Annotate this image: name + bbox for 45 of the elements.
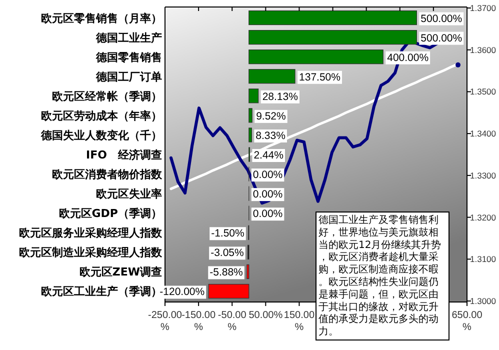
data-label: 0.00%	[252, 188, 283, 201]
y-tick-label: 欧元区劳动成本（年率）	[41, 109, 162, 122]
y-tick-label: 欧元区ZEW调查	[79, 266, 162, 279]
y-tick-label: IFO 经济调查	[86, 148, 162, 162]
data-label: 28.13%	[262, 90, 298, 103]
y-tick-label: 德国失业人数变化（千）	[40, 128, 162, 142]
y-tick-label: 欧元区制造业采购经理人指数	[19, 246, 163, 260]
y-tick-label: 欧元区失业率	[96, 188, 162, 201]
data-label: -3.05%	[210, 247, 244, 260]
data-label: 137.50%	[299, 71, 340, 84]
y-tick-label: 欧元区消费者物价指数	[52, 168, 163, 182]
x-tick-label: -50.00 %	[218, 310, 247, 333]
y-tick-label: 1.3200	[470, 212, 496, 222]
y-tick-label: 欧元区零售销售（月率）	[41, 12, 162, 25]
y-tick-label: 欧元区服务业采购经理人指数	[19, 226, 163, 240]
y-tick-label: 1.3600	[470, 44, 496, 55]
y-tick-label: 1.3100	[470, 254, 496, 264]
data-label: 500.00%	[420, 32, 462, 44]
y-tick-label: 1.3000	[470, 296, 496, 306]
y-tick-label: 德国零售销售	[95, 50, 162, 64]
x-tick-label: 150.00 %	[284, 310, 315, 333]
y-tick-label: 欧元区工业生产（季调）	[41, 285, 162, 298]
x-tick-label: -250.00 %	[148, 310, 182, 333]
y-tick-label: 欧元区GDP（季调）	[58, 207, 162, 220]
x-tick-label: 50.00%	[248, 310, 283, 321]
y-tick-label: 德国工业生产	[95, 31, 162, 44]
x-tick-label: -150.00 %	[182, 310, 216, 333]
data-label: 9.52%	[256, 110, 286, 122]
data-label: -120.00%	[160, 286, 205, 298]
y-tick-label: 1.3500	[470, 86, 496, 97]
y-tick-label: 欧元区经常帐（季调）	[52, 90, 162, 103]
y-tick-label: 德国工厂订单	[95, 70, 162, 84]
y-tick-label: 1.3400	[470, 128, 496, 139]
data-label: -5.88%	[210, 266, 243, 279]
annotation: 德国工业生产及零售销售利好，世界地位与美元旗鼓相当的欧元12月份继续其升势，欧元区消费者趁机大量采购，欧元区制造商应接不暇。欧元区结构性失业问题仍是棘手问题，但，欧元区由于其出口的缘故，对欧元升值的承受力是欧元多头的动力。	[316, 212, 450, 340]
y-tick-label: 1.3700	[470, 3, 496, 13]
data-label: 8.33%	[256, 130, 286, 142]
data-label: -1.50%	[211, 228, 244, 240]
data-label: 0.00%	[252, 208, 283, 220]
x-tick-label: 650.00 %	[452, 310, 483, 333]
data-label: 500.00%	[420, 12, 462, 25]
data-label: 400.00%	[387, 52, 429, 64]
data-label: 2.44%	[254, 150, 284, 162]
data-label: 0.00%	[252, 169, 283, 182]
y-tick-label: 1.3300	[470, 170, 496, 180]
